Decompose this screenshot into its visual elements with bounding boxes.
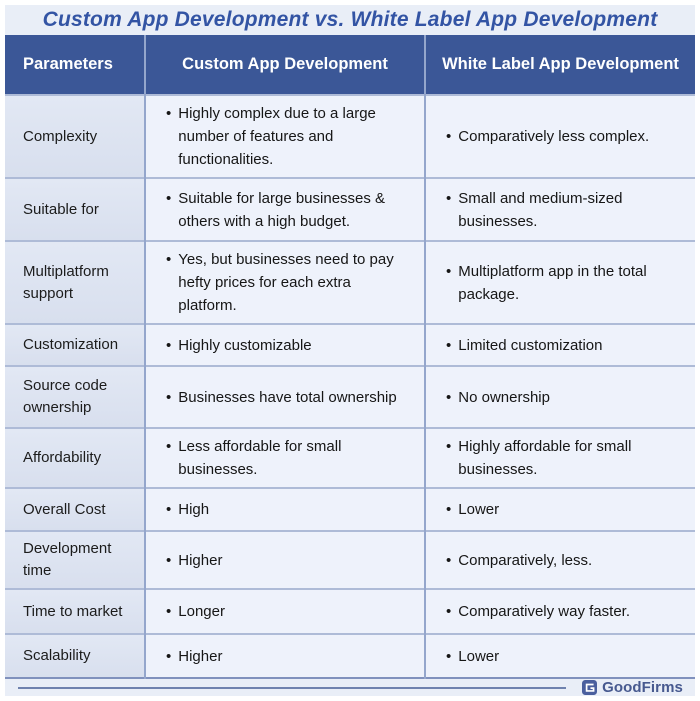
- bullet-icon: •: [446, 647, 452, 665]
- cell-text: Comparatively way faster.: [458, 603, 630, 620]
- cell-text: No ownership: [458, 388, 550, 406]
- column-header-custom-app: Custom App Development: [144, 35, 425, 95]
- custom-app-cell: • Highly complex due to a large number of…: [144, 94, 425, 178]
- column-header-white-label: White Label App Development: [424, 35, 695, 95]
- cell-text: Small and medium-sized businesses.: [458, 189, 623, 230]
- white-label-cell: • Multiplatform app in the total package.: [424, 240, 695, 324]
- parameter-cell: Suitable for: [5, 177, 145, 241]
- cell-text: Yes, but businesses need to pay hefty pr…: [178, 251, 394, 314]
- white-label-cell: • Comparatively, less.: [424, 530, 695, 589]
- cell-text: Higher: [178, 551, 223, 569]
- cell-text: Lower: [458, 647, 500, 665]
- custom-app-cell: • High: [144, 487, 425, 531]
- cell-text: Highly customizable: [178, 336, 312, 354]
- table-row: Multiplatform support • Yes, but business…: [5, 240, 695, 324]
- bullet-icon: •: [446, 336, 452, 354]
- cell-text: Higher: [178, 647, 223, 665]
- table-row: Suitable for • Suitable for large busines…: [5, 177, 695, 241]
- white-label-cell: • Lower: [424, 633, 695, 678]
- footer-divider: [18, 686, 567, 689]
- table-row: Customization • Highly customizable • Limi…: [5, 323, 695, 366]
- infographic-panel: Custom App Development vs. White Label A…: [5, 5, 695, 696]
- custom-app-cell: • Businesses have total ownership: [144, 365, 425, 428]
- cell-text: Less affordable for small businesses.: [178, 438, 342, 478]
- parameter-cell: Development time: [5, 530, 145, 589]
- custom-app-cell: • Less affordable for small businesses.: [144, 427, 425, 488]
- custom-app-cell: • Longer: [144, 588, 425, 634]
- goodfirms-wordmark: GoodFirms: [602, 679, 683, 696]
- bullet-icon: •: [166, 388, 172, 406]
- cell-text: Highly affordable for small businesses.: [458, 438, 632, 478]
- cell-text: High: [178, 501, 210, 518]
- table-row: Development time • Higher • Comparatively,…: [5, 530, 695, 589]
- footer: GoodFirms: [5, 679, 695, 696]
- parameter-cell: Multiplatform support: [5, 240, 145, 324]
- bullet-icon: •: [166, 551, 172, 569]
- parameter-cell: Scalability: [5, 633, 145, 678]
- parameter-cell: Complexity: [5, 94, 145, 178]
- white-label-cell: • Comparatively less complex.: [424, 94, 695, 178]
- custom-app-cell: • Yes, but businesses need to pay hefty p…: [144, 240, 425, 324]
- cell-text: Lower: [458, 501, 500, 518]
- table-row: Time to market • Longer • Comparatively wa…: [5, 588, 695, 634]
- cell-text: Businesses have total ownership: [178, 388, 397, 406]
- column-header-parameters: Parameters: [5, 35, 145, 95]
- parameter-cell: Affordability: [5, 427, 145, 488]
- cell-text: Comparatively less complex.: [458, 128, 650, 145]
- parameter-cell: Overall Cost: [5, 487, 145, 531]
- bullet-icon: •: [166, 603, 172, 620]
- custom-app-cell: • Highly customizable: [144, 323, 425, 366]
- table-row: Affordability • Less affordable for small…: [5, 427, 695, 488]
- custom-app-cell: • Higher: [144, 633, 425, 678]
- title-bar: Custom App Development vs. White Label A…: [5, 5, 695, 35]
- bullet-icon: •: [446, 128, 452, 145]
- bullet-icon: •: [446, 388, 452, 406]
- goodfirms-logo-icon: [582, 680, 598, 695]
- table-header: Parameters Custom App Development White …: [5, 35, 695, 95]
- bullet-icon: •: [166, 105, 172, 122]
- table-row: Scalability • Higher • Lower: [5, 633, 695, 678]
- cell-text: Longer: [178, 603, 225, 620]
- goodfirms-brand: GoodFirms: [582, 679, 683, 696]
- bullet-icon: •: [446, 438, 452, 455]
- bullet-icon: •: [166, 438, 172, 455]
- bullet-icon: •: [166, 501, 172, 518]
- cell-text: Highly complex due to a large number of …: [178, 105, 376, 168]
- white-label-cell: • Limited customization: [424, 323, 695, 366]
- comparison-table: Parameters Custom App Development White …: [5, 35, 695, 679]
- parameter-cell: Time to market: [5, 588, 145, 634]
- bullet-icon: •: [446, 262, 452, 280]
- bullet-icon: •: [166, 251, 172, 268]
- table-row: Complexity • Highly complex due to a larg…: [5, 94, 695, 178]
- custom-app-cell: • Suitable for large businesses & others …: [144, 177, 425, 241]
- table-row: Source code ownership • Businesses have t…: [5, 365, 695, 428]
- page-title: Custom App Development vs. White Label A…: [42, 8, 658, 31]
- white-label-cell: • Small and medium-sized businesses.: [424, 177, 695, 241]
- bullet-icon: •: [446, 603, 452, 620]
- header-row: Parameters Custom App Development White …: [5, 35, 695, 95]
- white-label-cell: • Lower: [424, 487, 695, 531]
- bullet-icon: •: [166, 336, 172, 354]
- bullet-icon: •: [166, 647, 172, 665]
- white-label-cell: • No ownership: [424, 365, 695, 428]
- parameter-cell: Customization: [5, 323, 145, 366]
- cell-text: Multiplatform app in the total package.: [458, 262, 647, 303]
- cell-text: Limited customization: [458, 336, 603, 354]
- bullet-icon: •: [446, 189, 452, 207]
- parameter-cell: Source code ownership: [5, 365, 145, 428]
- bullet-icon: •: [446, 551, 452, 569]
- bullet-icon: •: [166, 189, 172, 207]
- white-label-cell: • Highly affordable for small businesses.: [424, 427, 695, 488]
- table-row: Overall Cost • High • Lower: [5, 487, 695, 531]
- cell-text: Comparatively, less.: [458, 551, 593, 569]
- bullet-icon: •: [446, 501, 452, 518]
- white-label-cell: • Comparatively way faster.: [424, 588, 695, 634]
- cell-text: Suitable for large businesses & others w…: [178, 189, 386, 230]
- custom-app-cell: • Higher: [144, 530, 425, 589]
